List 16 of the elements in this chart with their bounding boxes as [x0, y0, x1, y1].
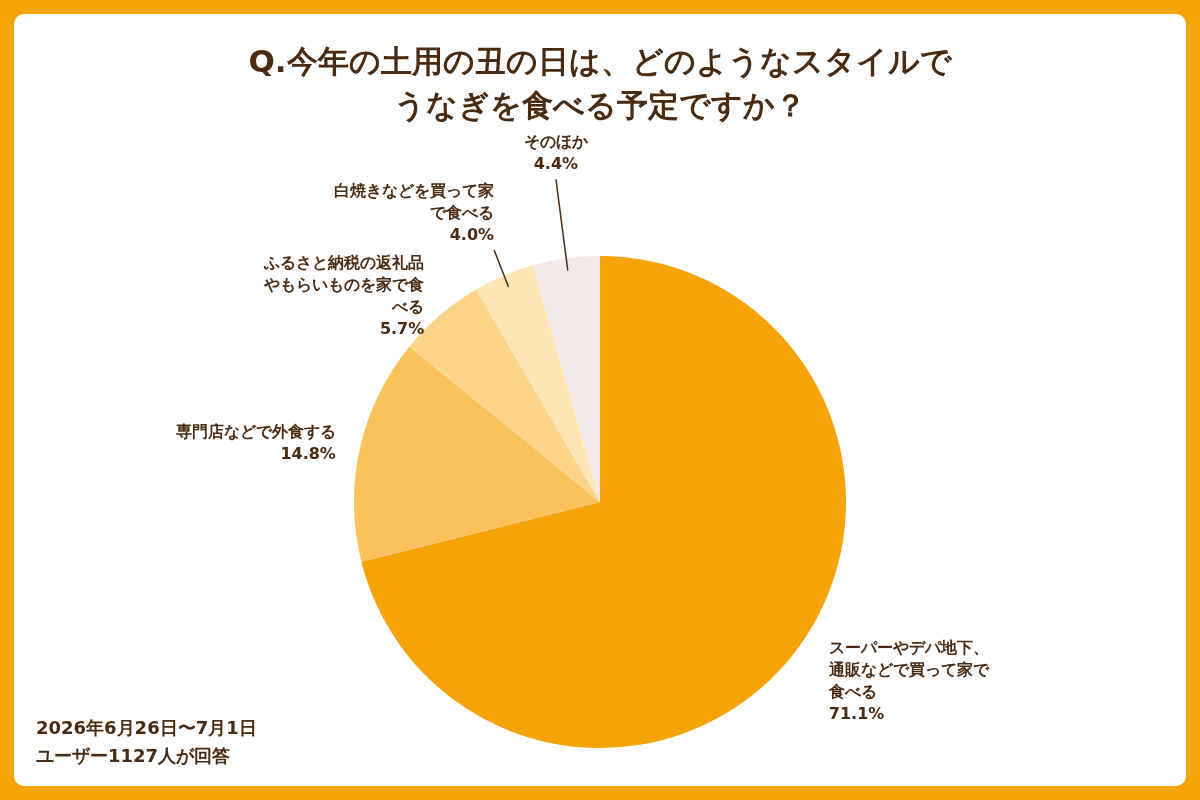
- pie-slice: [532, 256, 600, 502]
- slice-label: ふるさと納税の返礼品やもらいものを家で食べる: [263, 253, 425, 317]
- data-label: 4.0%: [449, 224, 495, 244]
- pie-slice: [354, 346, 600, 562]
- slice-label: 白焼きなどを買って家で食べる: [334, 180, 495, 222]
- slice-label: そのほか: [523, 132, 589, 152]
- data-label: 14.8%: [280, 443, 336, 463]
- chart-title: Q.今年の土用の丑の日は、どのようなスタイルでうなぎを食べる予定ですか？: [248, 43, 953, 123]
- data-label: 4.4%: [533, 154, 579, 174]
- data-label: 5.7%: [379, 319, 425, 339]
- slice-label: スーパーやデパ地下、通販などで買って家で食べる: [827, 637, 990, 701]
- text: 2026年6月26日〜7月1日: [36, 717, 257, 738]
- pie-slice: [476, 265, 600, 502]
- slice-label: 専門店などで外食する: [174, 421, 336, 441]
- text: ユーザー1127人が回答: [36, 745, 231, 766]
- data-label: 71.1%: [828, 703, 885, 723]
